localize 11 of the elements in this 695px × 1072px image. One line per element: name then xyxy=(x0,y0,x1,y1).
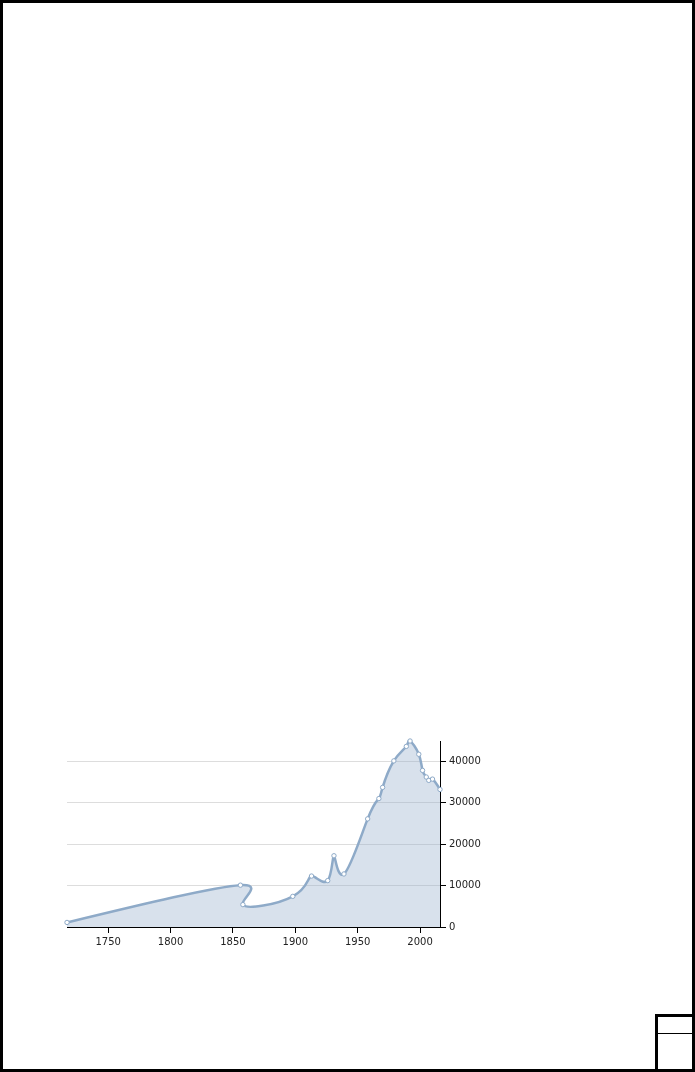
x-tick-label: 1800 xyxy=(157,935,184,947)
y-tick-label: 0 xyxy=(449,920,456,932)
y-tick-label: 20000 xyxy=(449,837,481,849)
x-tick-label: 1950 xyxy=(344,935,371,947)
y-tick-label: 40000 xyxy=(449,754,481,766)
x-tick-label: 1900 xyxy=(282,935,309,947)
x-tick-label: 1750 xyxy=(95,935,121,947)
x-tick-label: 2000 xyxy=(407,935,433,947)
x-tick-label: 1850 xyxy=(220,935,246,947)
y-tick-label: 10000 xyxy=(449,879,481,891)
y-tick-label: 30000 xyxy=(449,796,481,808)
